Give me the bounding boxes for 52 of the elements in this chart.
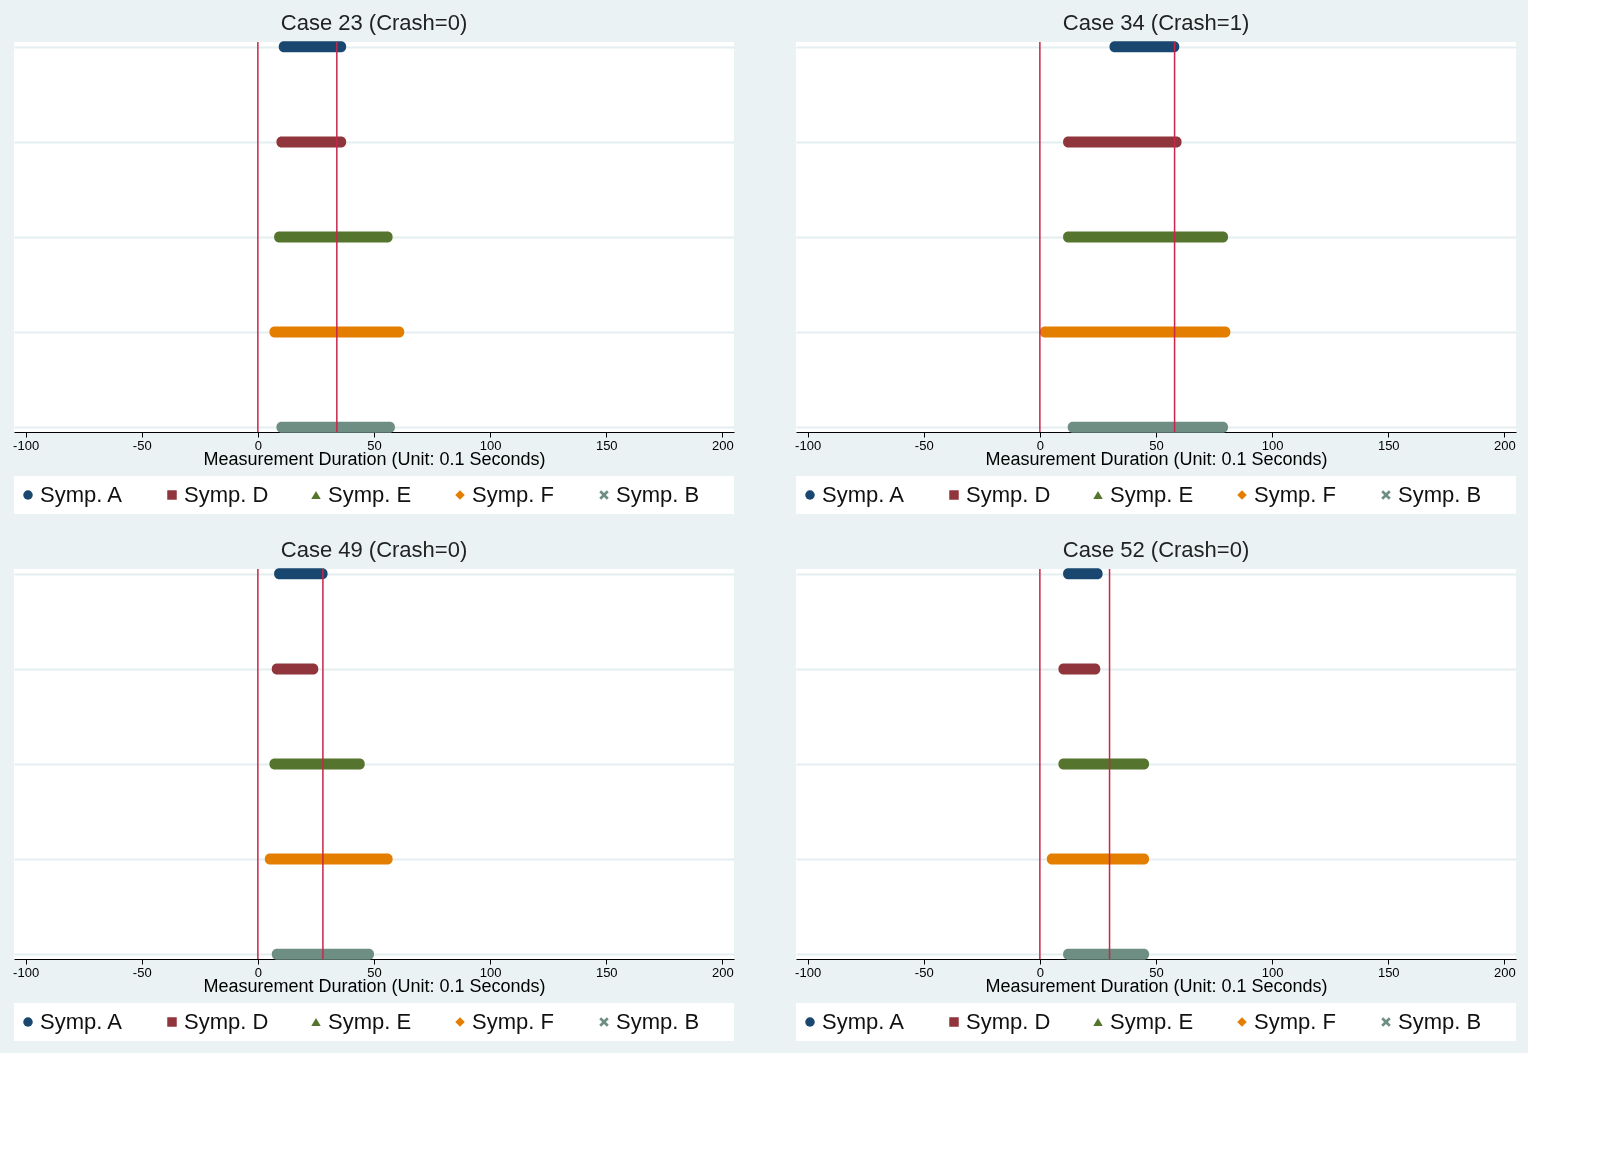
legend-label: Symp. B [616, 1009, 700, 1034]
legend-label: Symp. D [966, 482, 1051, 507]
legend-label: Symp. A [40, 482, 123, 507]
legend-label: Symp. E [328, 1009, 412, 1034]
x-tick-label: 150 [1377, 437, 1400, 453]
x-tick-label: 0 [1036, 964, 1044, 980]
x-tick-label: 50 [367, 437, 382, 453]
x-tick-label: 100 [479, 437, 502, 453]
x-tick-label: -100 [13, 437, 40, 453]
legend-label: Symp. F [472, 1009, 554, 1034]
chart-title: Case 49 (Crash=0) [280, 537, 468, 563]
legend-label: Symp. E [1110, 1009, 1194, 1034]
x-tick-label: -100 [795, 964, 822, 980]
x-tick-label: 100 [1261, 964, 1284, 980]
chart-title: Case 34 (Crash=1) [1062, 10, 1250, 36]
x-tick-label: -50 [132, 964, 152, 980]
legend-label: Symp. D [184, 482, 269, 507]
x-tick-label: 200 [1494, 437, 1516, 453]
legend-label: Symp. B [616, 482, 700, 507]
legend-label: Symp. D [966, 1009, 1051, 1034]
x-tick-label: 150 [595, 437, 618, 453]
x-tick-label: -100 [795, 437, 822, 453]
legend-label: Symp. E [1110, 482, 1194, 507]
legend-label: Symp. A [40, 1009, 123, 1034]
x-tick-label: -50 [914, 437, 934, 453]
legend-label: Symp. F [472, 482, 554, 507]
legend-label: Symp. B [1398, 1009, 1482, 1034]
legend-label: Symp. A [822, 482, 905, 507]
x-tick-label: 50 [1149, 437, 1164, 453]
x-tick-label: 200 [712, 437, 734, 453]
x-tick-label: 100 [479, 964, 502, 980]
legend-label: Symp. D [184, 1009, 269, 1034]
x-tick-label: -100 [13, 964, 40, 980]
legend-label: Symp. F [1254, 482, 1336, 507]
x-tick-label: 200 [1494, 964, 1516, 980]
legend-label: Symp. A [822, 1009, 905, 1034]
legend-label: Symp. F [1254, 1009, 1336, 1034]
x-tick-label: -50 [132, 437, 152, 453]
chart-title: Case 52 (Crash=0) [1062, 537, 1250, 563]
x-tick-label: 0 [1036, 437, 1044, 453]
x-tick-label: 200 [712, 964, 734, 980]
x-tick-label: 0 [254, 437, 262, 453]
legend-label: Symp. B [1398, 482, 1482, 507]
x-tick-label: 50 [1149, 964, 1164, 980]
x-tick-label: -50 [914, 964, 934, 980]
x-tick-label: 150 [595, 964, 618, 980]
x-tick-label: 50 [367, 964, 382, 980]
x-tick-label: 150 [1377, 964, 1400, 980]
legend-label: Symp. E [328, 482, 412, 507]
x-tick-label: 0 [254, 964, 262, 980]
x-tick-label: 100 [1261, 437, 1284, 453]
chart-title: Case 23 (Crash=0) [280, 10, 468, 36]
